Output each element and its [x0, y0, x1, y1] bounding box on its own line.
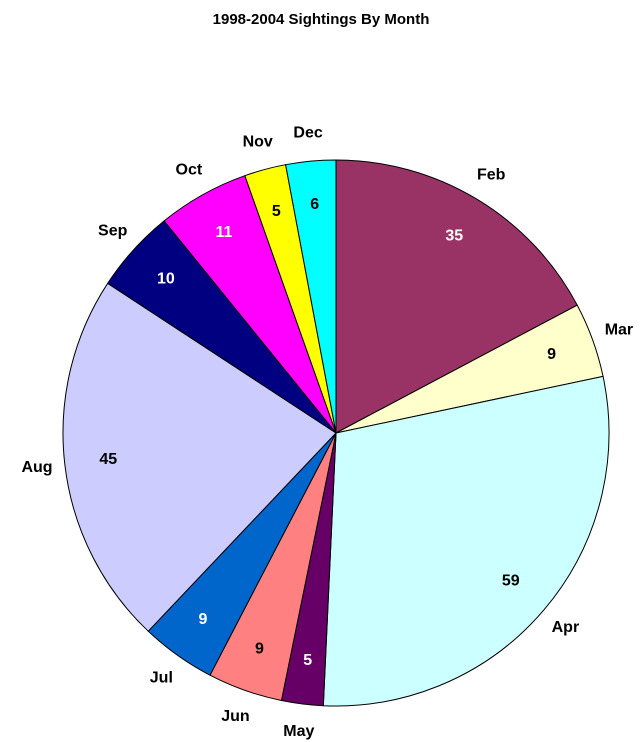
value-label: 45 — [99, 451, 117, 468]
pie-slice — [335, 159, 578, 434]
value-label: 5 — [303, 652, 312, 669]
pie-slice — [322, 375, 610, 707]
value-label: 5 — [272, 203, 281, 220]
value-label: 9 — [547, 346, 556, 363]
value-label: 11 — [215, 224, 232, 241]
value-label: 35 — [445, 228, 463, 245]
category-label: Jun — [221, 708, 249, 725]
category-label: Nov — [243, 134, 273, 151]
value-label: 59 — [502, 573, 520, 590]
category-label: Mar — [605, 322, 633, 339]
pie-slice — [285, 159, 337, 434]
category-label: Aug — [21, 459, 52, 476]
category-label: Feb — [477, 166, 506, 183]
value-label: 9 — [255, 640, 264, 657]
pie-slice — [62, 282, 337, 632]
category-label: May — [283, 723, 314, 740]
category-label: Dec — [293, 125, 322, 142]
value-label: 10 — [157, 270, 175, 287]
category-label: Oct — [176, 162, 203, 179]
value-label: 9 — [198, 611, 207, 628]
chart-title: 1998-2004 Sightings By Month — [213, 11, 430, 28]
category-label: Sep — [98, 222, 128, 239]
category-label: Jul — [150, 669, 173, 686]
value-label: 6 — [310, 196, 319, 213]
category-label: Apr — [552, 619, 580, 636]
